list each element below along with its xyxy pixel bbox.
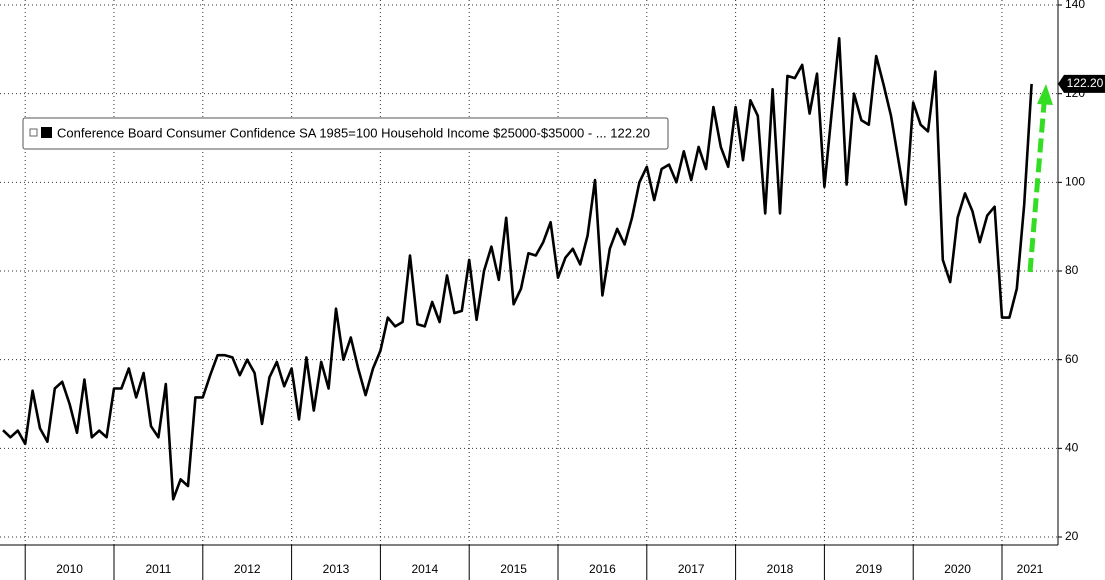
last-value-tag — [1058, 74, 1105, 93]
y-tick-label: 80 — [1065, 263, 1079, 277]
green-arrow — [1027, 84, 1053, 273]
x-tick-label: 2019 — [855, 562, 882, 576]
data-line — [2, 37, 1033, 501]
x-tick-label: 2018 — [767, 562, 794, 576]
x-tick-label: 2012 — [234, 562, 261, 576]
y-tick-label: 20 — [1065, 529, 1079, 543]
legend-box — [22, 117, 669, 150]
x-tick-label: 2010 — [56, 562, 83, 576]
arrow-head — [1037, 84, 1053, 105]
x-tick-label: 2014 — [411, 562, 438, 576]
x-tick-label: 2011 — [145, 562, 171, 576]
x-tick-label: 2017 — [678, 562, 705, 576]
x-tick-label: 2015 — [500, 562, 527, 576]
y-tick-label: 60 — [1065, 352, 1079, 366]
legend: Conference Board Consumer Confidence SA … — [22, 117, 669, 150]
x-tick-label: 2020 — [944, 562, 971, 576]
legend-toggle — [29, 128, 38, 137]
legend-swatch — [41, 127, 52, 138]
line-layer — [2, 37, 1033, 501]
grid-layer — [0, 0, 1058, 545]
legend-label: Conference Board Consumer Confidence SA … — [57, 125, 650, 140]
y-tick-label: 40 — [1065, 441, 1079, 455]
arrow-shaft — [1027, 103, 1047, 273]
y-tick-label: 100 — [1065, 175, 1085, 189]
x-tick-label: 2013 — [323, 562, 350, 576]
x-tick-label: 2016 — [589, 562, 616, 576]
x-tick-label: 2021 — [1017, 562, 1044, 576]
last-value-label: 122.20 — [1067, 76, 1104, 90]
y-tick-label: 140 — [1065, 0, 1085, 11]
